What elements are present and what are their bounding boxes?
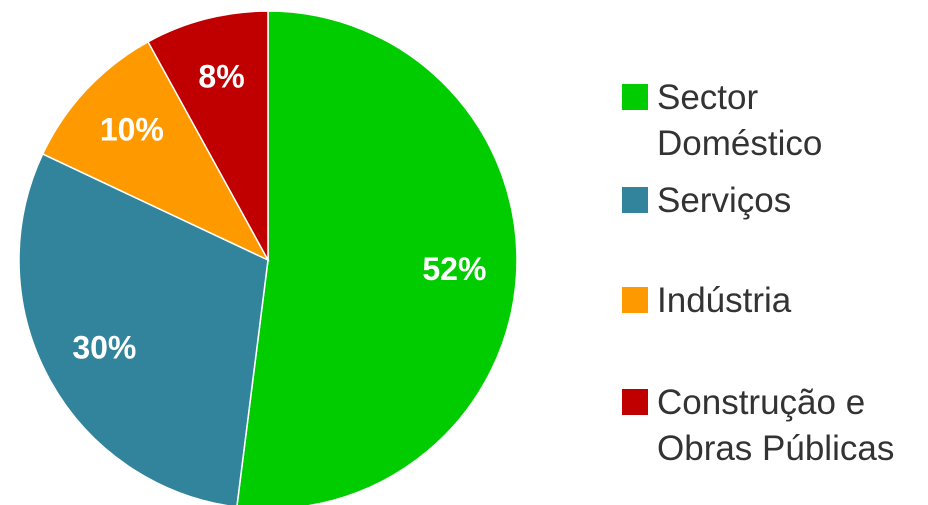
legend-label: Indústria xyxy=(657,281,792,320)
pie-slice xyxy=(18,152,269,505)
legend-label: Construção e Obras Públicas xyxy=(657,383,895,468)
pie-slice xyxy=(147,10,269,261)
legend-entry: Sector Doméstico xyxy=(622,75,928,167)
legend-entry: Indústria xyxy=(622,278,928,324)
legend-swatch xyxy=(622,84,648,110)
slice-label: 30% xyxy=(72,329,136,365)
legend-label: Serviços xyxy=(657,181,792,220)
legend-entry: Serviços xyxy=(622,178,928,224)
pie: 52% 30% 10% 8% xyxy=(18,10,518,505)
slice-label: 52% xyxy=(422,251,486,287)
legend-label: Sector Doméstico xyxy=(657,78,823,163)
legend-entry: Construção e Obras Públicas xyxy=(622,380,928,472)
legend-swatch xyxy=(622,187,648,213)
legend-swatch xyxy=(622,389,648,415)
legend-swatch xyxy=(622,287,648,313)
pie-slice xyxy=(41,40,270,262)
slice-label: 8% xyxy=(198,59,244,95)
slice-label: 10% xyxy=(100,112,164,148)
pie-slice xyxy=(236,10,518,505)
